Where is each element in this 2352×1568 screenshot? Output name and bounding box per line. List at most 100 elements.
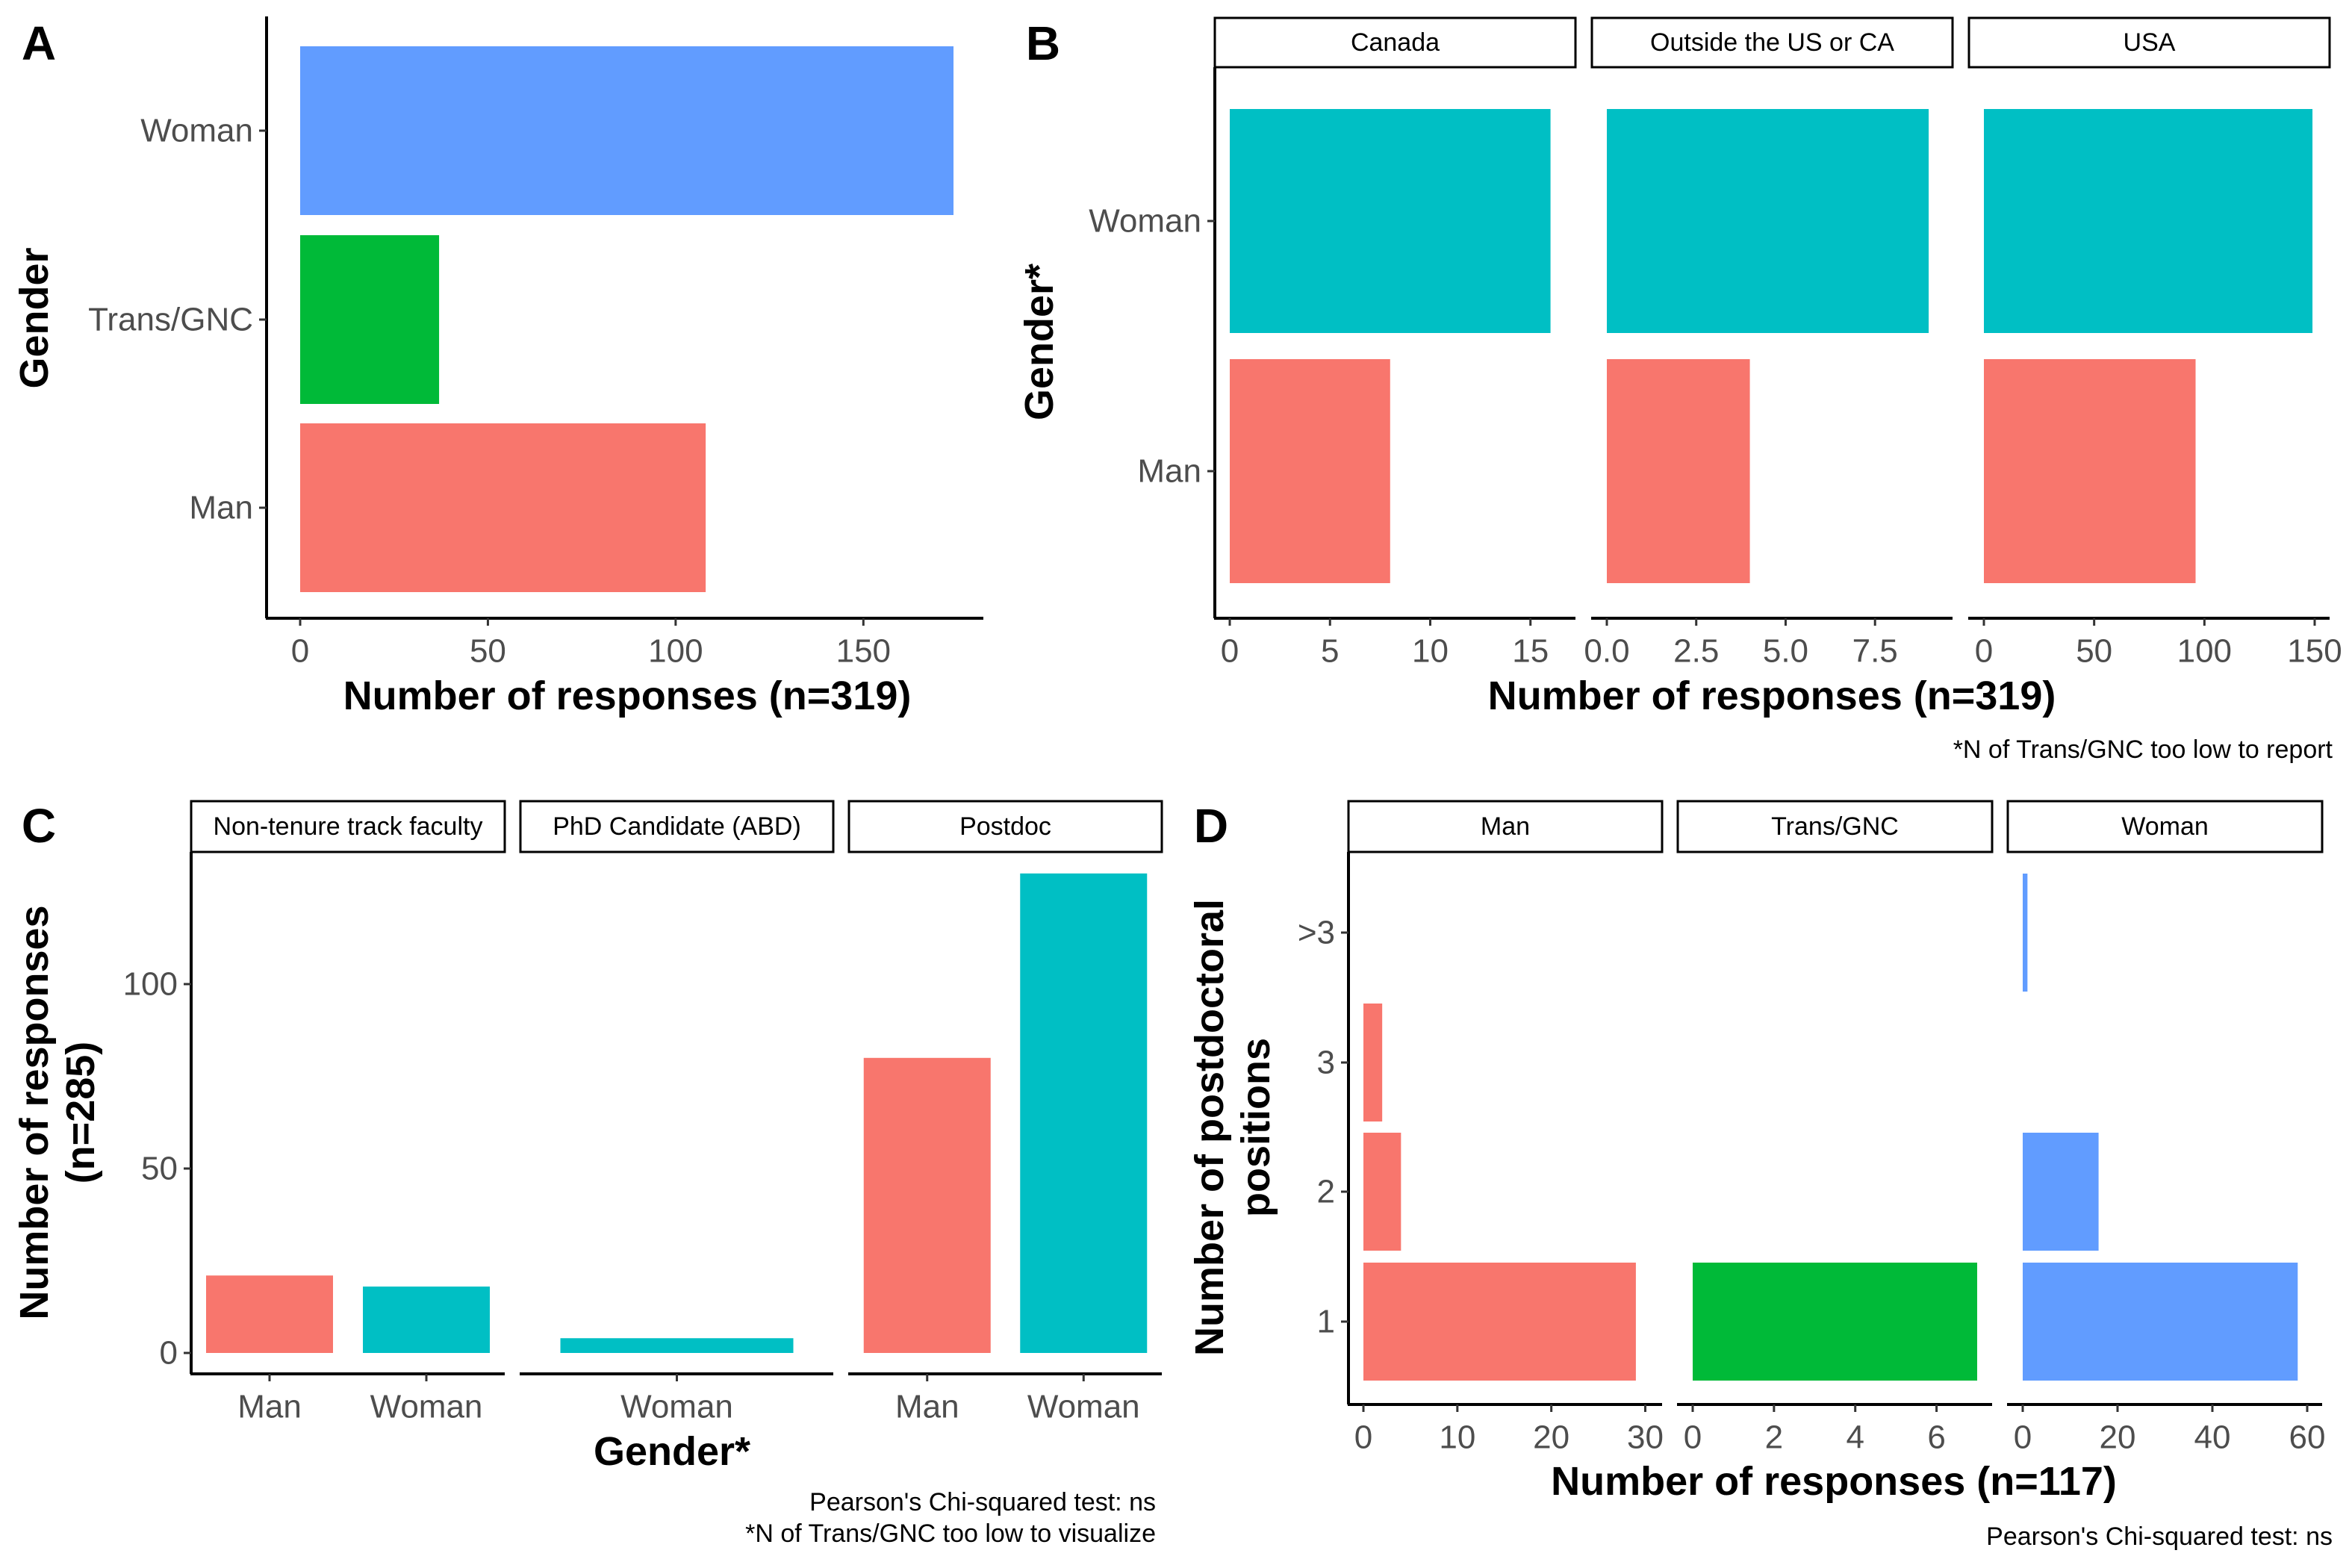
panel-b-bar-0-1 — [1230, 359, 1390, 583]
panel-c-strip-0-label: Non-tenure track faculty — [214, 812, 483, 841]
panel-c-strip-2-label: Postdoc — [959, 812, 1051, 841]
panel-a-x-tick-label-1: 50 — [470, 633, 506, 670]
panel-c-strip-1-label: PhD Candidate (ABD) — [553, 812, 801, 841]
panel-b-x-tick-label-1-1: 2.5 — [1673, 633, 1719, 670]
panel-d-bar-2-3 — [2023, 874, 2028, 992]
panel-d-strip-0-box — [1347, 800, 1664, 853]
panel-b-bar-2-1 — [1984, 359, 2196, 583]
panel-d-y-label-line-0: Number of postdoctoral — [1187, 899, 1232, 1356]
panel-c-bar-2-0 — [863, 1057, 991, 1353]
panel-b-bar-1-0 — [1607, 109, 1929, 333]
panel-d-x-label: Number of responses (n=117) — [1551, 1459, 2117, 1504]
panel-c-caption-line-0: Pearson's Chi-squared test: ns — [809, 1488, 1156, 1516]
panel-c-bar-2-1 — [1020, 873, 1148, 1353]
panel-c-x-tick-label-0-1: Woman — [370, 1389, 483, 1425]
panel-b-caption: *N of Trans/GNC too low to report — [1953, 735, 2333, 764]
panel-d-bar-0-1 — [1363, 1133, 1401, 1251]
panel-d-x-tick-label-1-1: 2 — [1765, 1419, 1783, 1456]
panel-d-x-tick-label-1-0: 0 — [1684, 1419, 1702, 1456]
panel-d-bar-0-0 — [1363, 1263, 1636, 1381]
panel-d-x-tick-label-0-2: 20 — [1533, 1419, 1569, 1456]
panel-b-y-label: Gender* — [1017, 264, 1062, 420]
panel-b-x-tick-label-2-3: 150 — [2287, 633, 2342, 670]
panel-a-bar-2 — [300, 423, 706, 592]
panel-b-strip-1-box — [1590, 16, 1954, 69]
panel-d-bar-0-2 — [1363, 1004, 1383, 1121]
panel-a-y-label: Gender — [12, 247, 57, 388]
panel-a-bar-1 — [300, 235, 440, 404]
panel-d-x-tick-label-2-0: 0 — [2014, 1419, 2032, 1456]
panel-c-bar-0-0 — [206, 1275, 333, 1353]
panel-b-letter: B — [1026, 16, 1060, 70]
panel-a-y-tick-label-1: Trans/GNC — [88, 302, 253, 338]
panel-c-strip-1-box — [519, 800, 835, 853]
panel-b-x-tick-label-0-2: 10 — [1412, 633, 1449, 670]
panel-d-y-tick-label-3: >3 — [1298, 915, 1335, 951]
panel-c-x-tick-label-1-0: Woman — [620, 1389, 733, 1425]
panel-c-x-label: Gender* — [594, 1429, 750, 1474]
panel-d-x-tick-label-1-3: 6 — [1927, 1419, 1945, 1456]
panel-a-x-label: Number of responses (n=319) — [343, 673, 912, 718]
panel-c-letter: C — [22, 799, 56, 853]
panel-d-bar-2-0 — [2023, 1263, 2298, 1381]
panel-b-y-tick-label-1: Man — [1137, 453, 1201, 490]
panel-b-x-tick-label-2-2: 100 — [2177, 633, 2232, 670]
panel-b-x-tick-label-1-3: 7.5 — [1852, 633, 1898, 670]
panel-d-strip-0-label: Man — [1481, 812, 1530, 841]
panel-d-strip-2-label: Woman — [2121, 812, 2209, 841]
panel-b-strip-0-label: Canada — [1351, 28, 1440, 57]
panel-b-x-tick-label-0-1: 5 — [1321, 633, 1339, 670]
panel-c-y-tick-label-2: 100 — [123, 966, 178, 1003]
panel-b-bar-1-1 — [1607, 359, 1750, 583]
panel-d-x-tick-label-2-1: 20 — [2100, 1419, 2136, 1456]
panel-d-y-tick-label-2: 3 — [1317, 1045, 1335, 1081]
panel-c-x-tick-label-2-1: Woman — [1027, 1389, 1140, 1425]
panel-b-bar-2-0 — [1984, 109, 2313, 333]
panel-a-bar-0 — [300, 46, 953, 215]
panel-d-x-tick-label-2-2: 40 — [2194, 1419, 2231, 1456]
panel-b-x-tick-label-1-2: 5.0 — [1763, 633, 1808, 670]
panel-a-letter: A — [22, 16, 56, 70]
panel-c-y-tick-label-1: 50 — [141, 1151, 178, 1187]
panel-c-strip-2-box — [847, 800, 1163, 853]
panel-d-y-tick-label-0: 1 — [1317, 1304, 1335, 1340]
panel-b-x-tick-label-1-0: 0.0 — [1584, 633, 1629, 670]
panel-b-strip-1-label: Outside the US or CA — [1650, 28, 1894, 57]
panel-c-bar-1-0 — [560, 1338, 794, 1353]
panel-d-strip-2-box — [2006, 800, 2324, 853]
panel-a-x-tick-label-3: 150 — [836, 633, 891, 670]
panel-b-x-tick-label-2-0: 0 — [1975, 633, 1993, 670]
panel-d-x-tick-label-1-2: 4 — [1846, 1419, 1864, 1456]
panel-b-x-tick-label-0-0: 0 — [1221, 633, 1239, 670]
panel-d-y-label-line-1: positions — [1233, 1038, 1278, 1217]
panel-b-y-tick-label-0: Woman — [1089, 203, 1201, 240]
panel-b-x-tick-label-2-1: 50 — [2076, 633, 2112, 670]
panel-b-strip-2-box — [1967, 16, 2331, 69]
panel-a-y-tick-label-2: Man — [189, 490, 253, 526]
panel-b-bar-0-0 — [1230, 109, 1551, 333]
panel-d-caption: Pearson's Chi-squared test: ns — [1986, 1522, 2333, 1551]
panel-d-x-tick-label-0-3: 30 — [1627, 1419, 1664, 1456]
panel-d-strip-1-box — [1676, 800, 1994, 853]
panel-d-x-tick-label-0-0: 0 — [1354, 1419, 1372, 1456]
panel-c-x-tick-label-0-0: Man — [237, 1389, 302, 1425]
panel-c-y-label-line-0: Number of responses — [12, 905, 57, 1319]
panel-d-letter: D — [1194, 799, 1228, 853]
panel-c-caption-line-1: *N of Trans/GNC too low to visualize — [745, 1519, 1156, 1548]
panel-d-bar-2-1 — [2023, 1133, 2099, 1251]
panel-d-x-tick-label-0-1: 10 — [1439, 1419, 1475, 1456]
panel-c-x-tick-label-2-0: Man — [895, 1389, 959, 1425]
panel-a-y-tick-label-0: Woman — [140, 113, 253, 149]
panel-b-x-tick-label-0-3: 15 — [1512, 633, 1549, 670]
panel-a-x-tick-label-2: 100 — [648, 633, 703, 670]
panel-d-bar-1-0 — [1693, 1263, 1977, 1381]
panel-b-x-label: Number of responses (n=319) — [1488, 673, 2056, 718]
panel-c-y-label-line-1: (n=285) — [58, 1042, 103, 1184]
panel-b-strip-2-label: USA — [2124, 28, 2176, 57]
panel-b-strip-0-box — [1213, 16, 1577, 69]
panel-d-y-tick-label-1: 2 — [1317, 1174, 1335, 1210]
panel-c-strip-0-box — [190, 800, 506, 853]
panel-d-strip-1-label: Trans/GNC — [1771, 812, 1899, 841]
panel-d-x-tick-label-2-3: 60 — [2289, 1419, 2326, 1456]
